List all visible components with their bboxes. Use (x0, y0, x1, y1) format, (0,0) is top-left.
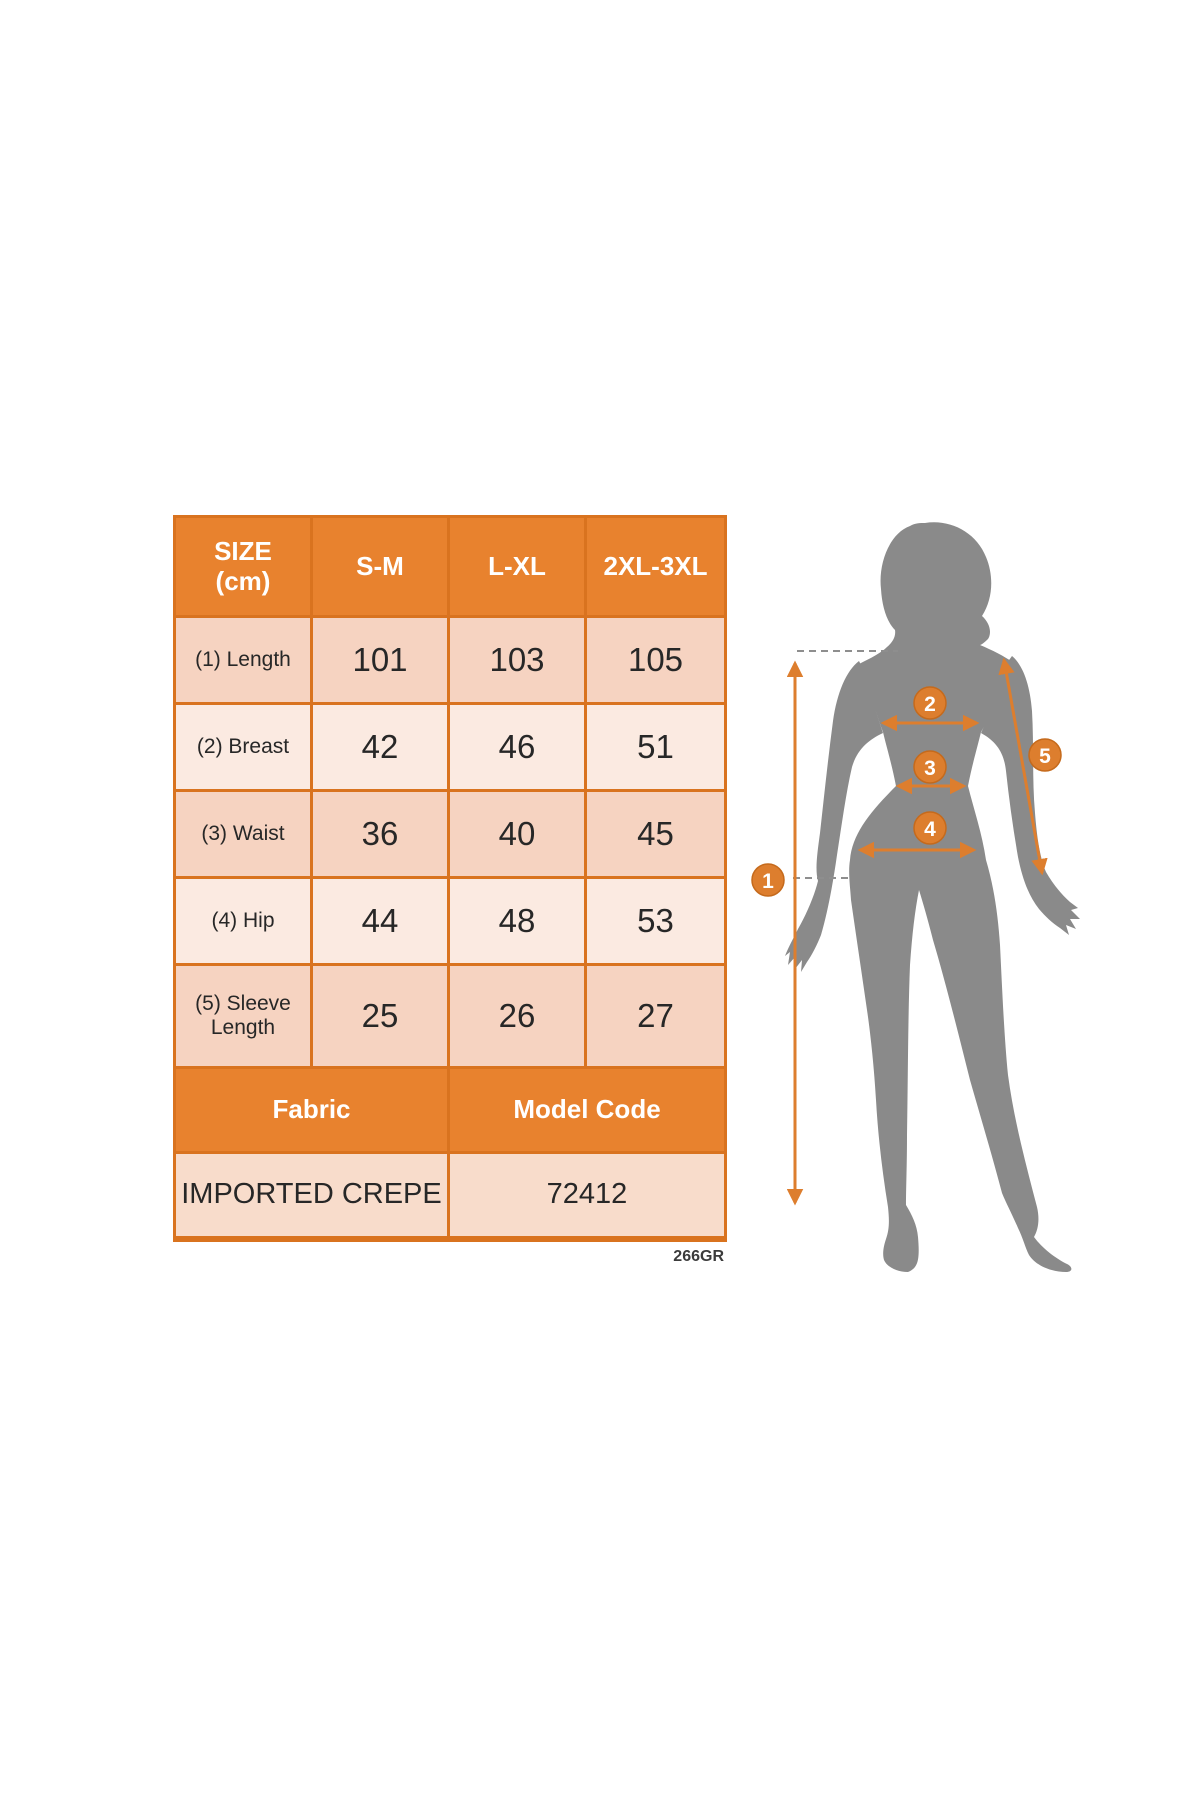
badge-4-number: 4 (924, 818, 936, 841)
breast-value-sm: 42 (313, 705, 447, 789)
badge-2-number: 2 (924, 693, 936, 716)
row-label-waist: (3) Waist (176, 792, 310, 876)
size-label-line1: SIZE (214, 535, 272, 566)
badge-5-number: 5 (1039, 745, 1051, 768)
hip-value-lxl: 48 (450, 879, 584, 963)
model-code-header: Model Code (450, 1069, 724, 1151)
badge-3-number: 3 (924, 757, 936, 780)
sleeve-arrow (998, 657, 1048, 876)
sleeve-value-2xl: 27 (587, 966, 724, 1066)
waist-value-2xl: 45 (587, 792, 724, 876)
hip-value-sm: 44 (313, 879, 447, 963)
measurement-figure: 1 2 3 4 5 (751, 522, 1080, 1272)
header-cell-l-xl: L-XL (450, 518, 584, 615)
sleeve-value-sm: 25 (313, 966, 447, 1066)
breast-value-2xl: 51 (587, 705, 724, 789)
breast-value-lxl: 46 (450, 705, 584, 789)
badge-2: 2 (913, 686, 947, 720)
left-arm-silhouette (785, 661, 883, 972)
header-cell-s-m: S-M (313, 518, 447, 615)
fabric-header: Fabric (176, 1069, 447, 1151)
badge-3: 3 (913, 750, 947, 784)
size-table: SIZE (cm) S-M L-XL 2XL-3XL (1) Length 10… (173, 515, 727, 1242)
row-label-hip: (4) Hip (176, 879, 310, 963)
row-label-length: (1) Length (176, 618, 310, 702)
row-label-sleeve-length: (5) Sleeve Length (176, 966, 310, 1066)
badge-4: 4 (913, 811, 947, 845)
body-silhouette (849, 522, 1072, 1272)
header-cell-2xl-3xl: 2XL-3XL (587, 518, 724, 615)
length-value-2xl: 105 (587, 618, 724, 702)
weight-note: 266GR (673, 1248, 724, 1265)
waist-value-sm: 36 (313, 792, 447, 876)
model-code-value: 72412 (450, 1154, 724, 1236)
badge-1-number: 1 (762, 870, 774, 893)
waist-value-lxl: 40 (450, 792, 584, 876)
badge-5: 5 (1028, 738, 1062, 772)
sleeve-value-lxl: 26 (450, 966, 584, 1066)
hip-value-2xl: 53 (587, 879, 724, 963)
row-label-breast: (2) Breast (176, 705, 310, 789)
length-value-lxl: 103 (450, 618, 584, 702)
size-label-line2: (cm) (215, 565, 271, 596)
length-value-sm: 101 (313, 618, 447, 702)
header-cell-size-cm: SIZE (cm) (176, 518, 310, 615)
fabric-value: IMPORTED CREPE (176, 1154, 447, 1236)
badge-1: 1 (751, 863, 785, 897)
